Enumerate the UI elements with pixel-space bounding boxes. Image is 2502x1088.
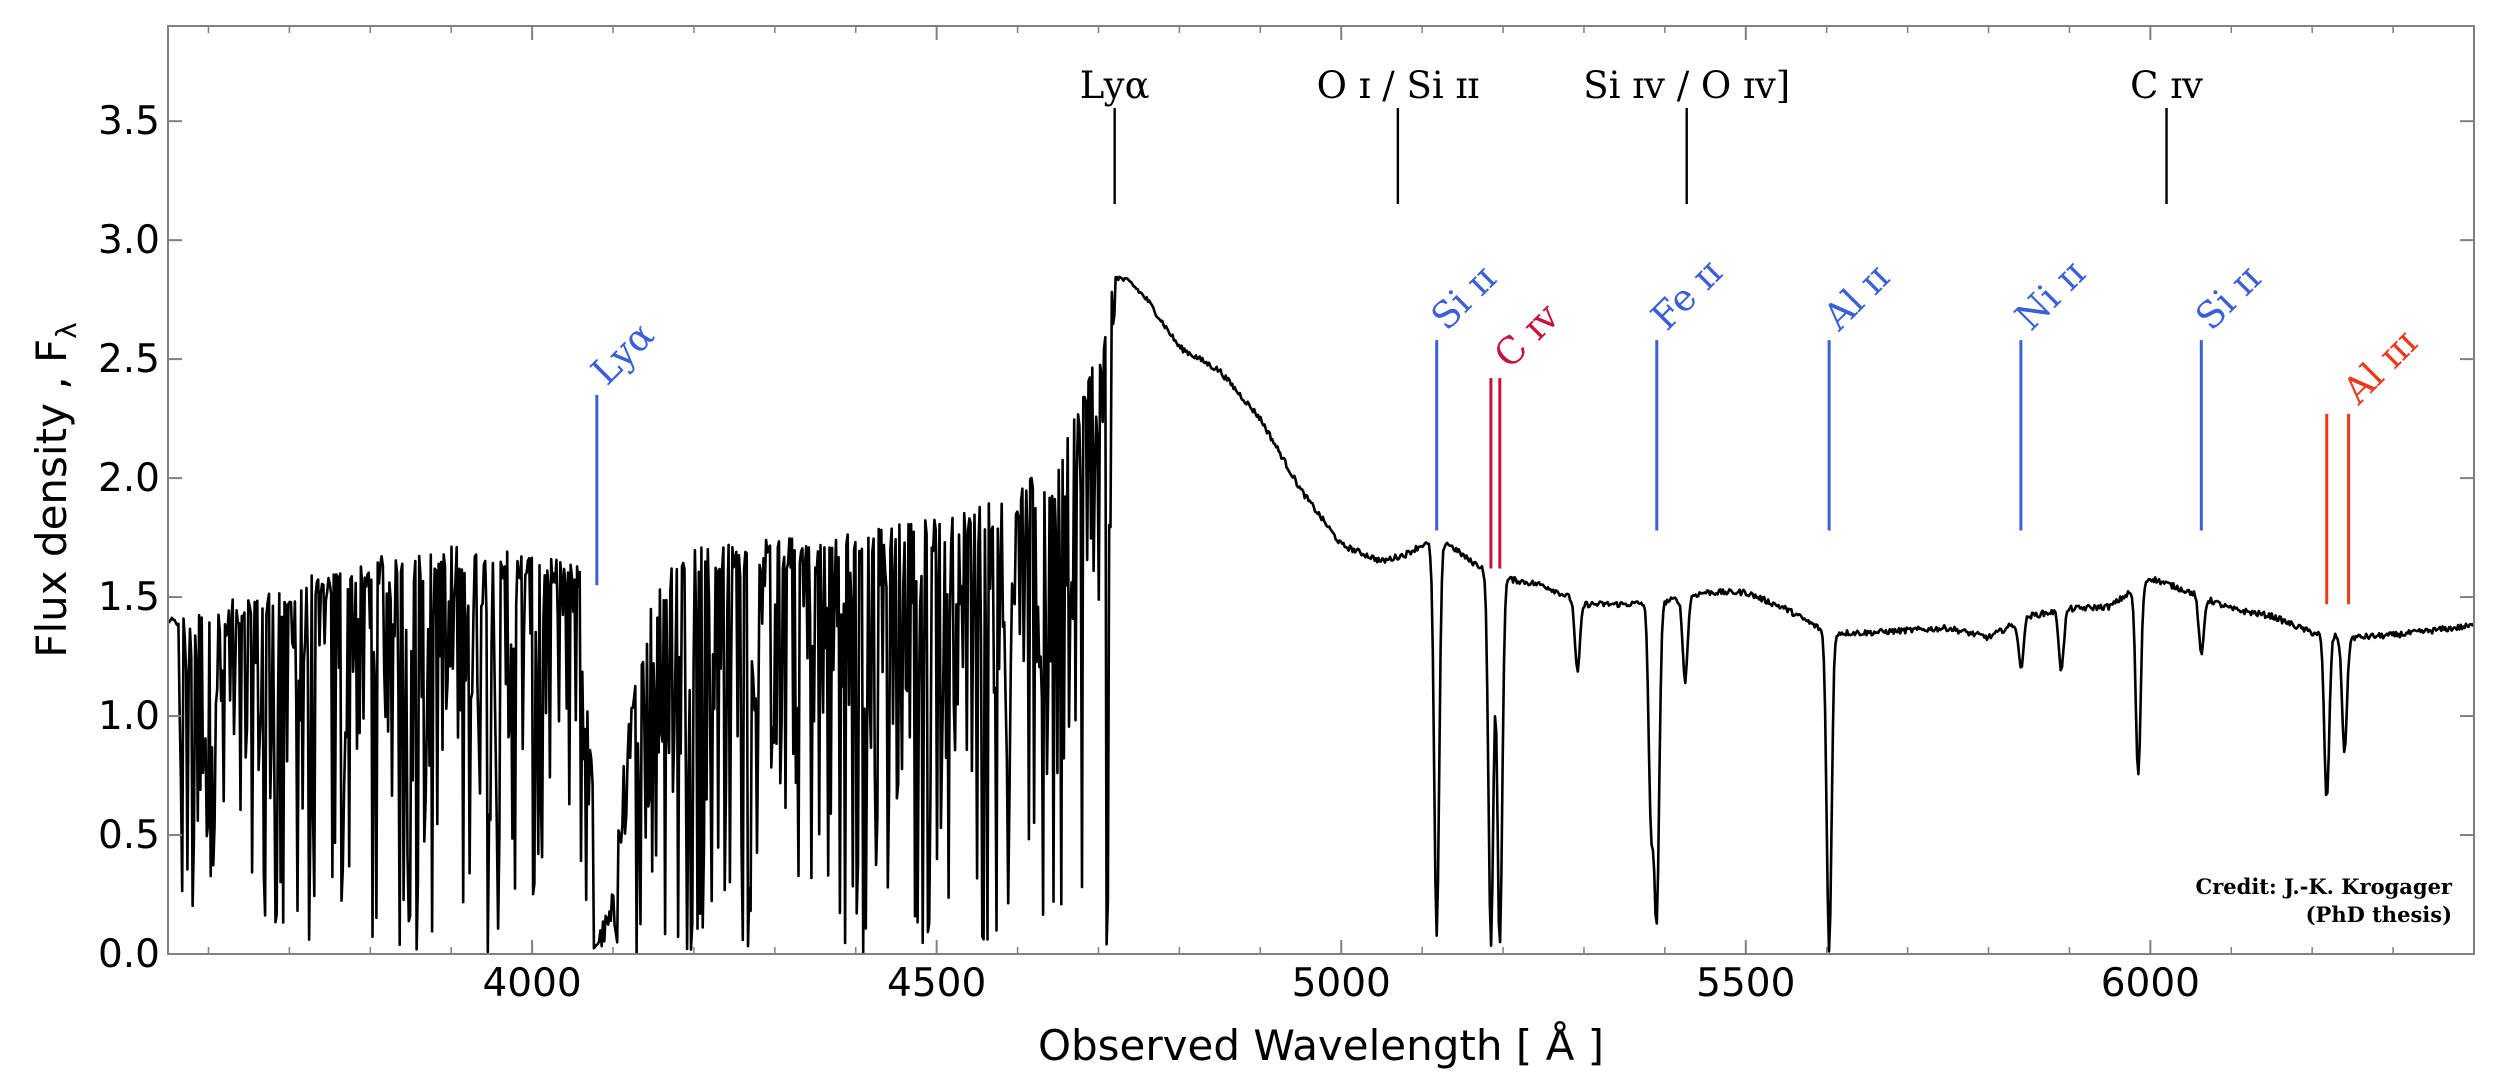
x-tick-label-3: 5500 — [1696, 961, 1795, 1006]
emission-label-3: C ɪᴠ — [2130, 64, 2203, 107]
emission-label-0: Lyα — [1080, 64, 1150, 107]
x-tick-label-0: 4000 — [482, 961, 581, 1006]
y-axis-title: Flux density , F — [27, 339, 76, 658]
axis-ticks: 4000 4500 5000 5500 6000 0.0 0.5 1.0 1.5 2.0 2.5 3.… — [98, 26, 2475, 1006]
x-tick-label-4: 6000 — [2101, 961, 2200, 1006]
y-tick-label-7: 3.5 — [98, 99, 160, 144]
absorption-label-6: Si ɪɪ — [2187, 257, 2269, 339]
y-axis-subscript: λ — [50, 322, 83, 339]
credit-line-1: Credit: J.-K. Krogager — [2196, 874, 2453, 899]
plot-frame — [167, 25, 2475, 955]
plot-area — [168, 275, 2474, 954]
absorption-label-2: C ɪᴠ — [1486, 295, 1568, 377]
x-tick-label-2: 5000 — [1292, 961, 1391, 1006]
y-tick-label-2: 1.0 — [98, 694, 160, 739]
y-tick-label-4: 2.0 — [98, 456, 160, 501]
y-tick-label-1: 0.5 — [98, 813, 160, 858]
svg-text:Flux density , Fλ: Flux density , Fλ — [27, 322, 83, 657]
y-tick-label-0: 0.0 — [98, 932, 160, 977]
y-tick-label-3: 1.5 — [98, 575, 160, 620]
y-axis-title-group: Flux density , Fλ — [27, 322, 83, 657]
absorption-label-3: Fe ɪɪ — [1643, 251, 1731, 339]
absorption-label-0: Lyα — [583, 313, 663, 393]
absorption-label-1: Si ɪɪ — [1423, 257, 1505, 339]
y-tick-label-6: 3.0 — [98, 218, 160, 263]
emission-label-2: Si ɪᴠ / O ɪᴠ] — [1583, 64, 1790, 107]
credit-line-2: (PhD thesis) — [2306, 902, 2452, 927]
absorption-label-7: Al ɪɪɪ — [2334, 321, 2426, 413]
x-axis-title: Observed Wavelength [ Å ] — [1038, 1020, 1604, 1070]
spectrum-series — [168, 275, 2474, 954]
absorption-label-5: Ni ɪɪ — [2007, 252, 2094, 339]
y-tick-label-5: 2.5 — [98, 337, 160, 382]
x-tick-label-1: 4500 — [887, 961, 986, 1006]
absorption-label-4: Al ɪɪ — [1814, 256, 1897, 339]
emission-label-1: O ɪ / Si ɪɪ — [1317, 64, 1480, 107]
